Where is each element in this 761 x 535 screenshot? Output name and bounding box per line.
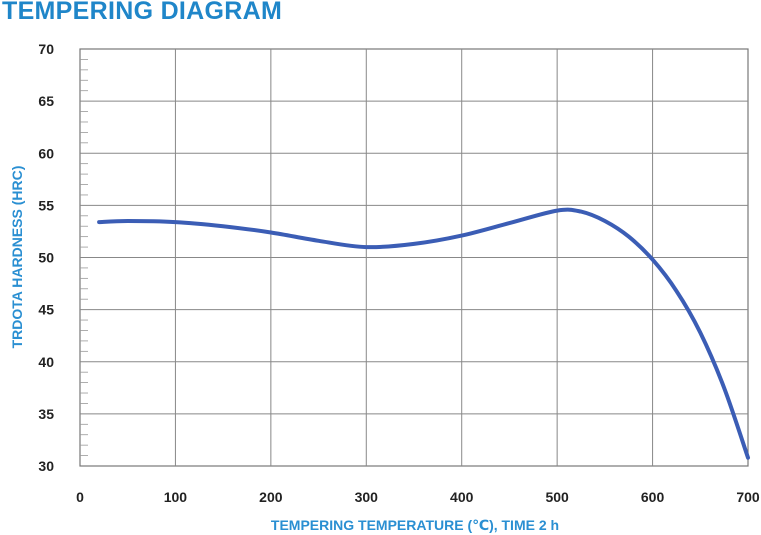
x-tick-label: 100 bbox=[164, 489, 188, 505]
series-line-0 bbox=[97, 207, 750, 460]
x-tick-label: 300 bbox=[355, 489, 379, 505]
x-tick-label: 400 bbox=[450, 489, 474, 505]
y-tick-label: 35 bbox=[38, 406, 54, 422]
y-tick-label: 70 bbox=[38, 41, 54, 57]
x-tick-label: 600 bbox=[641, 489, 665, 505]
chart-title: TEMPERING DIAGRAM bbox=[2, 0, 283, 25]
x-tick-label: 500 bbox=[545, 489, 569, 505]
y-axis-label: TRDOTA HARDNESS (HRC) bbox=[9, 165, 25, 349]
y-tick-label: 40 bbox=[38, 354, 54, 370]
y-tick-label: 55 bbox=[38, 197, 54, 213]
x-tick-label: 200 bbox=[259, 489, 283, 505]
x-axis-label: TEMPERING TEMPERATURE (℃), TIME 2 h bbox=[270, 517, 560, 533]
y-tick-label: 50 bbox=[38, 250, 54, 266]
x-tick-label: 0 bbox=[76, 489, 84, 505]
y-tick-label: 45 bbox=[38, 302, 54, 318]
y-tick-label: 30 bbox=[38, 458, 54, 474]
x-tick-label: 700 bbox=[736, 489, 760, 505]
y-tick-label: 60 bbox=[38, 145, 54, 161]
y-tick-label: 65 bbox=[38, 93, 54, 109]
